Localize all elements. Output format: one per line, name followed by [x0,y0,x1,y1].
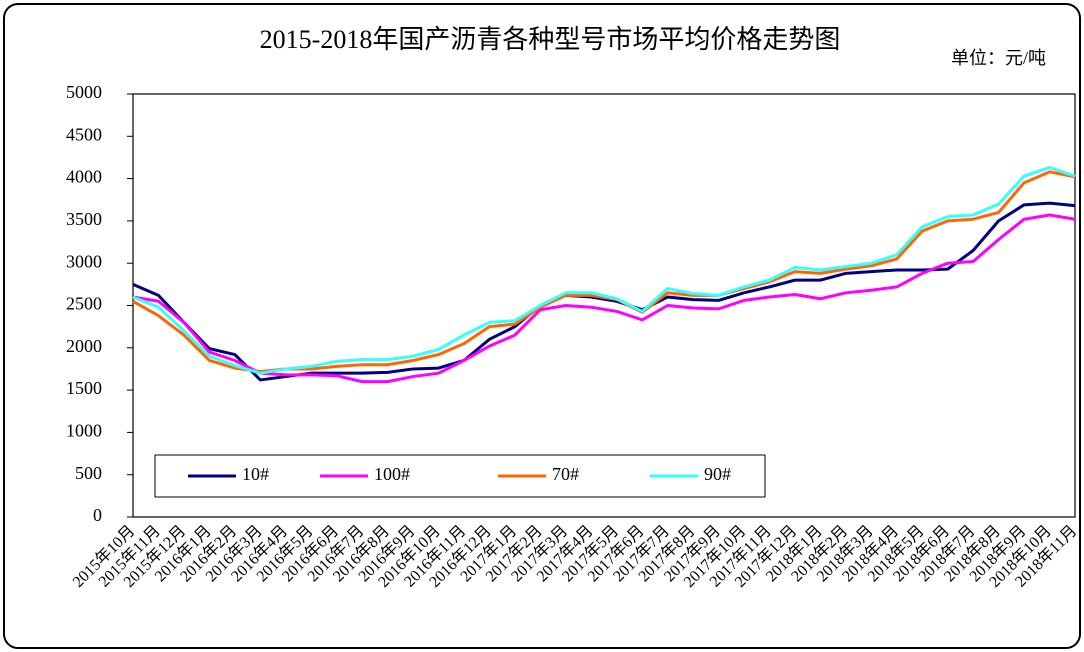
unit-label: 单位：元/吨 [951,48,1046,68]
y-tick-label: 3500 [66,209,102,229]
y-tick-label: 2000 [66,336,102,356]
y-tick-label: 4000 [66,167,102,187]
chart-title: 2015-2018年国产沥青各种型号市场平均价格走势图 [260,25,841,54]
legend-label: 100# [374,464,410,484]
y-tick-label: 500 [75,463,102,483]
legend-label: 70# [552,464,579,484]
y-tick-label: 0 [93,505,102,525]
y-tick-label: 1500 [66,378,102,398]
y-tick-label: 2500 [66,294,102,314]
legend-label: 10# [242,464,269,484]
y-tick-label: 3000 [66,251,102,271]
y-tick-label: 4500 [66,124,102,144]
y-tick-label: 5000 [66,82,102,102]
legend-label: 90# [704,464,731,484]
y-tick-label: 1000 [66,421,102,441]
series-line [132,166,1076,375]
series-line [132,213,1076,384]
